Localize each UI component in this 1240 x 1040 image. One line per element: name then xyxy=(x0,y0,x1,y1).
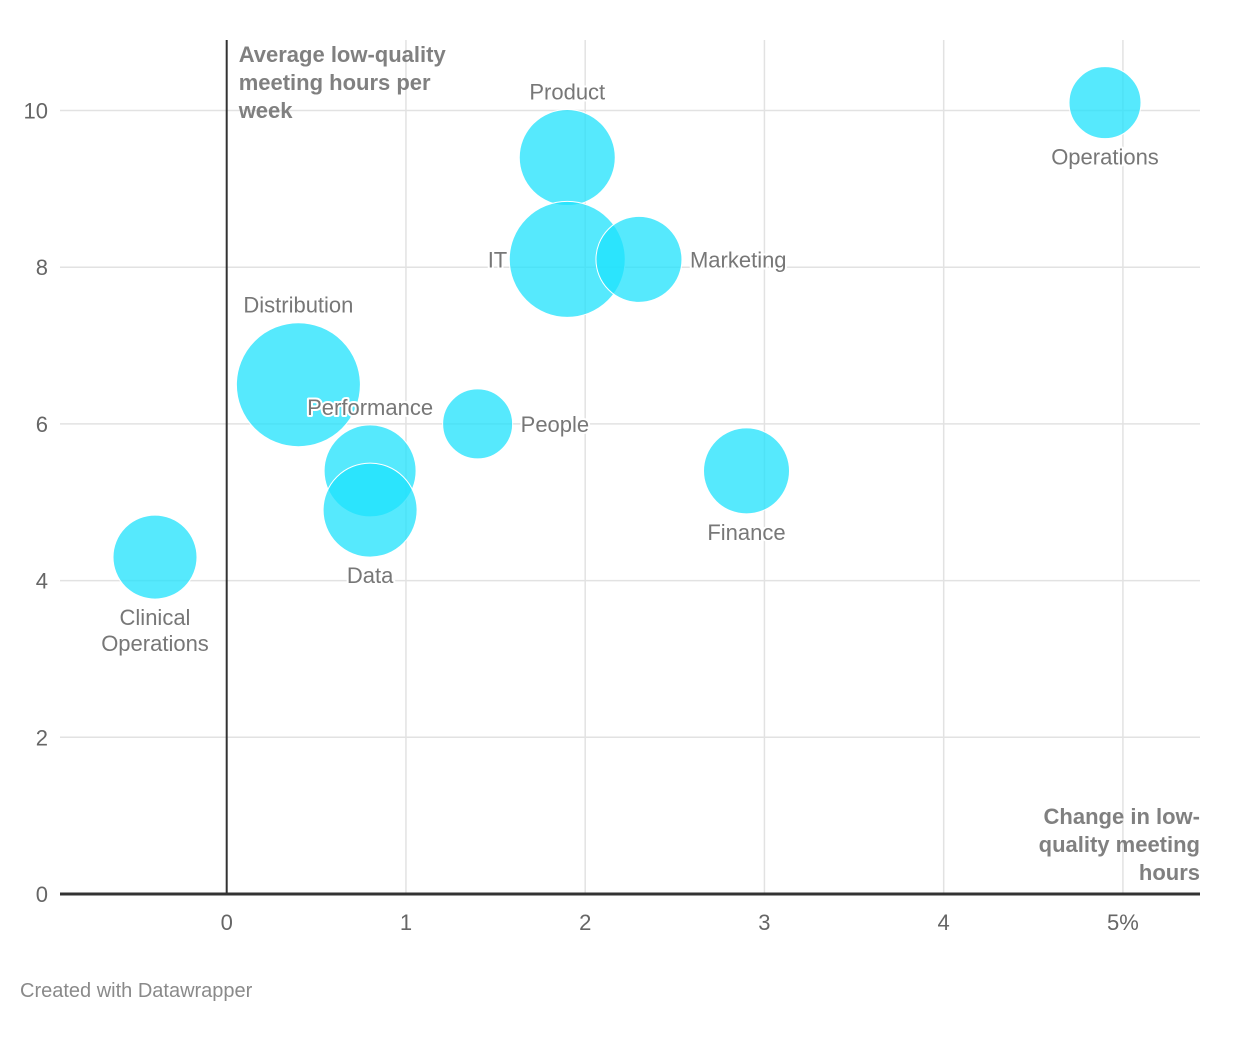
bubble-people xyxy=(442,388,514,460)
bubble-label: Performance xyxy=(307,395,433,420)
bubble-label: Distribution xyxy=(243,293,353,318)
bubble-data xyxy=(322,462,418,558)
bubble-label: IT xyxy=(488,247,508,272)
x-tick-label: 1 xyxy=(400,910,412,935)
x-axis-title: Change in low-quality meeting hours xyxy=(1039,804,1200,885)
bubbles xyxy=(112,66,1142,600)
bubble-labels: Product Operations IT Marketing Distribution… xyxy=(99,78,1161,659)
y-tick-label: 2 xyxy=(36,725,48,750)
y-tick-label: 10 xyxy=(24,99,48,124)
y-axis-title: Average low-quality meeting hours per week xyxy=(238,42,447,123)
credit-text: Created with Datawrapper xyxy=(20,980,253,1002)
bubble-finance xyxy=(703,427,791,515)
bubble-distribution xyxy=(235,322,361,448)
x-tick-label: 5% xyxy=(1107,910,1139,935)
y-tick-label: 4 xyxy=(36,569,48,594)
bubble-product xyxy=(518,109,616,207)
x-tick-label: 0 xyxy=(221,910,233,935)
bubble-label: Product xyxy=(529,80,605,105)
y-gridlines xyxy=(60,109,1200,739)
bubble-label: Operations xyxy=(1051,145,1159,170)
bubble-label: Clinical Operations xyxy=(101,605,209,656)
bubble-marketing xyxy=(595,215,683,303)
bubble-label: People xyxy=(521,412,590,437)
x-tick-labels: 0 1 2 3 4 5% xyxy=(221,910,1139,935)
bubble-operations xyxy=(1068,66,1142,140)
bubble-label: Marketing xyxy=(690,247,787,272)
bubble-label: Data xyxy=(347,563,394,588)
x-tick-label: 4 xyxy=(938,910,950,935)
x-tick-label: 2 xyxy=(579,910,591,935)
bubble-clinical-operations xyxy=(112,514,198,600)
y-tick-label: 6 xyxy=(36,412,48,437)
y-tick-label: 0 xyxy=(36,882,48,907)
bubble-label: Finance xyxy=(707,520,785,545)
y-tick-labels: 0 2 4 6 8 10 xyxy=(24,99,48,907)
y-tick-label: 8 xyxy=(36,255,48,280)
x-tick-label: 3 xyxy=(758,910,770,935)
